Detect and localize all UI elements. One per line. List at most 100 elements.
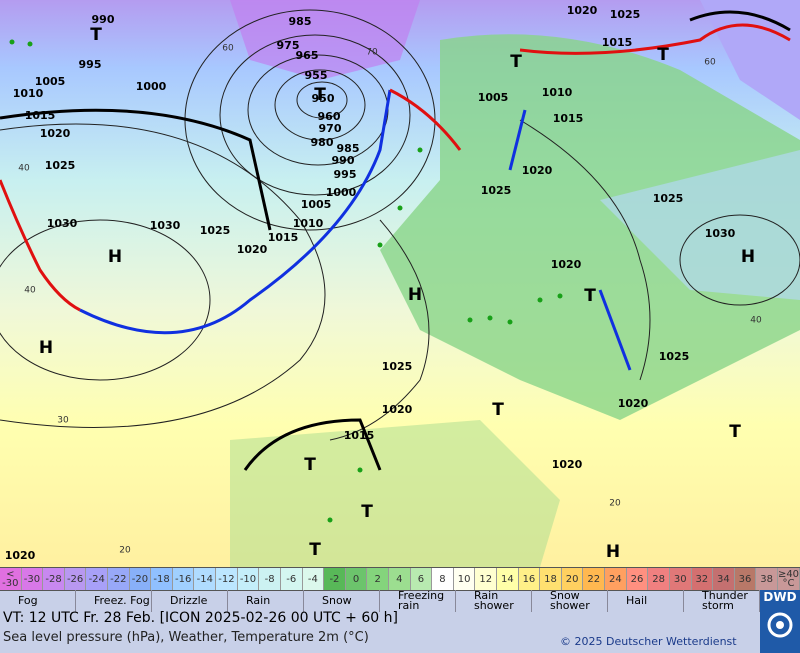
warm-front xyxy=(0,179,81,312)
isobar-label: 1025 xyxy=(200,224,231,237)
legend-item: Rain xyxy=(228,590,304,612)
rain-symbols xyxy=(9,39,563,523)
isobar-label: 1020 xyxy=(567,4,598,17)
legend-item: Drizzle xyxy=(152,590,228,612)
cold-area xyxy=(700,0,800,120)
pressure-system: T xyxy=(304,455,316,475)
isobar-label: 975 xyxy=(277,39,300,52)
isobar-label: 985 xyxy=(337,142,360,155)
isobar-label: 970 xyxy=(319,122,342,135)
isobar-label: 1020 xyxy=(40,127,71,140)
valid-time: VT: 12 UTC Fr. 28 Feb. [ICON 2025-02-26 … xyxy=(3,610,398,626)
isobar-label: 1020 xyxy=(382,403,413,416)
isobar-label: 990 xyxy=(332,154,355,167)
cold-front xyxy=(79,89,392,335)
pressure-system: T xyxy=(309,540,321,560)
grid-label: 60 xyxy=(222,44,234,54)
grid-label: 30 xyxy=(57,416,69,426)
isobar-label: 960 xyxy=(318,110,341,123)
isobar-label: 1020 xyxy=(522,164,553,177)
isobar-label: 990 xyxy=(92,13,115,26)
scale-cell: -28 xyxy=(43,568,65,590)
legend-item: Hail xyxy=(608,590,684,612)
grid-label: 20 xyxy=(609,499,621,509)
subtitle: Sea level pressure (hPa), Weather, Tempe… xyxy=(3,630,369,645)
isobar-label: 1025 xyxy=(382,360,413,373)
scale-cell: 30 xyxy=(669,568,692,590)
pressure-system: T xyxy=(729,422,741,442)
scale-cell: 2 xyxy=(367,568,389,590)
legend-item: Snow xyxy=(304,590,380,612)
isobar-label: 950 xyxy=(312,92,335,105)
isobar-label: 1025 xyxy=(659,350,690,363)
scale-cell: 10 xyxy=(453,568,476,590)
scale-cell: 20 xyxy=(561,568,584,590)
scale-cell: 4 xyxy=(388,568,411,590)
scale-cell: 8 xyxy=(432,568,454,590)
pressure-system: T xyxy=(90,25,102,45)
scale-cell: -4 xyxy=(302,568,325,590)
scale-cell: 14 xyxy=(497,568,519,590)
legend-item: Freez. Fog xyxy=(76,590,152,612)
grid-label: 60 xyxy=(704,58,716,68)
scale-cell: -30 xyxy=(21,568,44,590)
logo-text: DWD xyxy=(763,590,797,604)
isobar-label: 985 xyxy=(289,15,312,28)
isobar-label: 1005 xyxy=(301,198,332,211)
isobar-label: 1015 xyxy=(344,429,375,442)
land-area xyxy=(380,34,800,421)
scale-cell: 32 xyxy=(691,568,714,590)
isobar-label: 1020 xyxy=(551,258,582,271)
scale-cell: 12 xyxy=(475,568,498,590)
scale-cell: 28 xyxy=(648,568,670,590)
pressure-system: T xyxy=(361,502,373,522)
isobar-label: 995 xyxy=(334,168,357,181)
isobar-label: 1020 xyxy=(237,243,268,256)
isobar-label: 955 xyxy=(305,69,328,82)
logo-icon xyxy=(767,612,793,638)
logo: DWD xyxy=(760,590,800,653)
cold-area xyxy=(600,150,800,300)
scale-cell: 26 xyxy=(626,568,649,590)
legend-item: Thunder storm xyxy=(684,590,760,612)
isobar-label: 1015 xyxy=(25,109,56,122)
scale-cell: 22 xyxy=(583,568,606,590)
scale-cell: -22 xyxy=(108,568,130,590)
isobar-label: 1025 xyxy=(45,159,76,172)
isobar-label: 995 xyxy=(79,58,102,71)
scale-cell: 6 xyxy=(410,568,433,590)
legend-item: Freezing rain xyxy=(380,590,456,612)
pressure-system: T xyxy=(492,400,504,420)
scale-cell: -18 xyxy=(151,568,173,590)
isobar-label: 1005 xyxy=(35,75,66,88)
isobar-label: 1000 xyxy=(326,186,357,199)
legend-item: Snow shower xyxy=(532,590,608,612)
pressure-system: H xyxy=(39,338,53,358)
grid-label: 20 xyxy=(119,546,131,556)
scale-cell: 38 xyxy=(756,568,778,590)
copyright: © 2025 Deutscher Wetterdienst xyxy=(560,635,737,648)
isobar-label: 1010 xyxy=(293,217,324,230)
pressure-system: T xyxy=(584,286,596,306)
isobar-label: 1015 xyxy=(602,36,633,49)
weather-legend: Fog Freez. Fog Drizzle Rain Snow Freezing rai… xyxy=(0,590,760,612)
legend-item: Fog xyxy=(0,590,76,612)
legend-item: Rain shower xyxy=(456,590,532,612)
grid-label: 40 xyxy=(750,316,762,326)
isobar-label: 1030 xyxy=(47,217,78,230)
land-area xyxy=(230,420,560,567)
scale-cell: 16 xyxy=(518,568,541,590)
scale-cell: -24 xyxy=(86,568,109,590)
isobar-label: 1030 xyxy=(150,219,181,232)
scale-cell: ≥40 °C xyxy=(777,568,800,590)
isobar-label: 1015 xyxy=(553,112,584,125)
isobar-label: 1010 xyxy=(13,87,44,100)
grid-label: 40 xyxy=(24,286,36,296)
scale-cell: -12 xyxy=(216,568,238,590)
pressure-system: H xyxy=(741,247,755,267)
isobar-label: 1020 xyxy=(5,549,36,562)
grid-label: 70 xyxy=(366,48,378,58)
isobar-label: 1005 xyxy=(478,91,509,104)
